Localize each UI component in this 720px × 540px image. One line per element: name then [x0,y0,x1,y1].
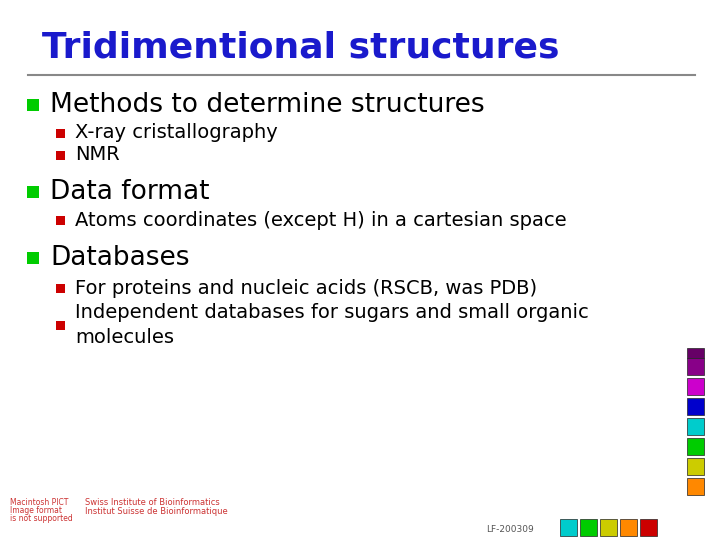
Text: Independent databases for sugars and small organic
molecules: Independent databases for sugars and sma… [75,303,589,347]
FancyBboxPatch shape [27,186,39,198]
FancyBboxPatch shape [687,398,704,415]
Text: LF-200309: LF-200309 [486,525,534,535]
Text: Databases: Databases [50,245,189,271]
FancyBboxPatch shape [687,458,704,475]
Text: NMR: NMR [75,145,120,165]
Text: Institut Suisse de Bioinformatique: Institut Suisse de Bioinformatique [85,507,228,516]
FancyBboxPatch shape [27,99,39,111]
FancyBboxPatch shape [580,519,597,536]
Text: is not supported: is not supported [10,514,73,523]
FancyBboxPatch shape [55,321,65,329]
FancyBboxPatch shape [687,348,704,358]
FancyBboxPatch shape [687,418,704,435]
Text: X-ray cristallography: X-ray cristallography [75,124,278,143]
FancyBboxPatch shape [687,438,704,455]
FancyBboxPatch shape [55,284,65,293]
Text: Methods to determine structures: Methods to determine structures [50,92,485,118]
Text: Atoms coordinates (except H) in a cartesian space: Atoms coordinates (except H) in a cartes… [75,211,567,229]
Text: For proteins and nucleic acids (RSCB, was PDB): For proteins and nucleic acids (RSCB, wa… [75,279,537,298]
FancyBboxPatch shape [687,358,704,375]
Text: Tridimentional structures: Tridimentional structures [42,31,559,65]
FancyBboxPatch shape [600,519,617,536]
FancyBboxPatch shape [55,129,65,138]
FancyBboxPatch shape [560,519,577,536]
Text: Data format: Data format [50,179,210,205]
FancyBboxPatch shape [687,378,704,395]
FancyBboxPatch shape [620,519,637,536]
Text: Swiss Institute of Bioinformatics: Swiss Institute of Bioinformatics [85,498,220,507]
FancyBboxPatch shape [27,252,39,264]
FancyBboxPatch shape [55,151,65,159]
FancyBboxPatch shape [687,478,704,495]
FancyBboxPatch shape [640,519,657,536]
Text: Macintosh PICT: Macintosh PICT [10,498,68,507]
Text: Image format: Image format [10,506,62,515]
FancyBboxPatch shape [55,215,65,225]
